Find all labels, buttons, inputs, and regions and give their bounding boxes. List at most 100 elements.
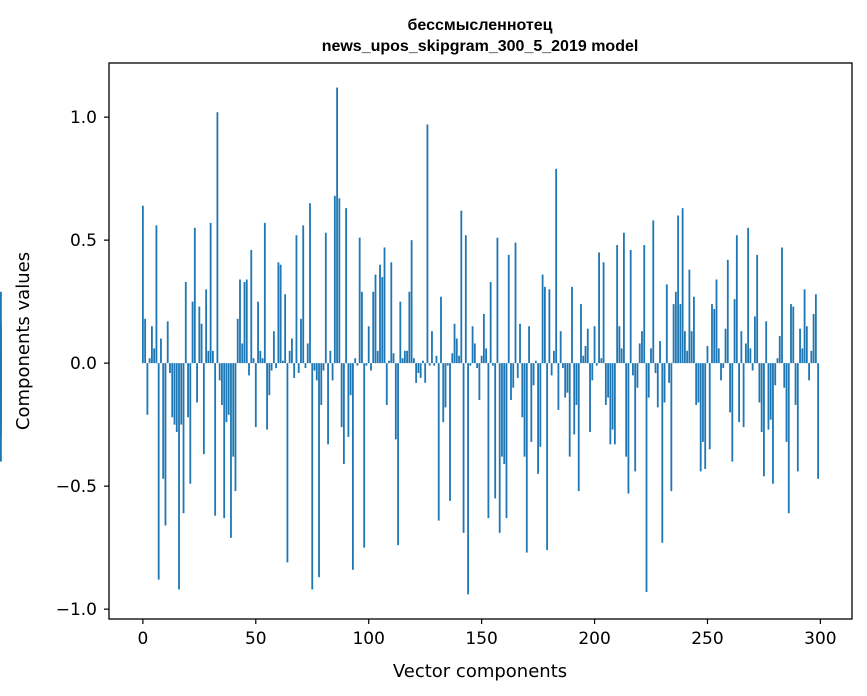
bar (442, 363, 445, 423)
bar (796, 363, 799, 472)
bar (173, 363, 176, 425)
bar (487, 363, 490, 519)
bar (650, 348, 652, 364)
bar (769, 363, 772, 420)
bar (783, 363, 786, 388)
bar (645, 363, 648, 592)
bar (580, 304, 582, 364)
bar (729, 363, 731, 413)
bar (322, 363, 325, 371)
bar (272, 331, 275, 364)
bar (505, 363, 508, 519)
bar (559, 331, 562, 364)
bar (532, 363, 535, 386)
bar (239, 279, 241, 364)
bar (141, 205, 144, 364)
plot-frame (108, 62, 853, 620)
chart-title-line-1: бессмысленнотец (408, 17, 553, 34)
x-tick-label: 0 (137, 629, 148, 649)
bar (512, 363, 515, 388)
x-tick-label: 300 (804, 629, 836, 649)
bar (388, 360, 390, 364)
bar (372, 291, 375, 364)
bar (530, 363, 533, 442)
bar (647, 363, 650, 398)
bar (318, 363, 320, 578)
bar (625, 363, 628, 457)
bar (476, 363, 479, 369)
bar (568, 363, 571, 457)
bar (401, 358, 404, 364)
bar (144, 318, 147, 364)
bar (616, 245, 619, 364)
bar (329, 350, 332, 364)
bar (331, 363, 334, 381)
bar (460, 210, 463, 364)
bar (437, 363, 440, 521)
bar (774, 363, 777, 386)
bar (765, 321, 768, 364)
bar (230, 363, 232, 538)
bar (426, 124, 429, 364)
bar (744, 343, 747, 364)
bar (408, 291, 411, 364)
bar (302, 225, 305, 364)
bar (288, 350, 291, 364)
bar (659, 341, 661, 364)
bar (446, 363, 449, 366)
bar (627, 363, 630, 494)
bar (309, 203, 311, 364)
bar (557, 363, 560, 410)
bar (175, 363, 178, 433)
bar (717, 348, 720, 364)
bar (785, 363, 788, 442)
bar (146, 363, 149, 415)
bar (562, 363, 564, 369)
bar (492, 363, 494, 366)
bar (187, 363, 189, 418)
bar (458, 355, 460, 364)
bar (772, 363, 774, 484)
bar (412, 358, 415, 364)
x-tick-label: 150 (465, 629, 497, 649)
bar (525, 363, 528, 553)
bar (593, 326, 596, 364)
bar (315, 363, 318, 381)
bar (704, 363, 707, 469)
bar (311, 363, 314, 590)
bar (534, 360, 537, 364)
bar (751, 363, 754, 371)
x-tick-label: 50 (245, 629, 267, 649)
bar (672, 304, 675, 364)
bar (257, 301, 259, 364)
bar (162, 363, 165, 479)
bar (713, 309, 716, 364)
bar (591, 363, 594, 381)
bar (661, 363, 664, 543)
x-tick-label: 250 (691, 629, 723, 649)
bar (494, 363, 497, 499)
bar (604, 363, 607, 405)
bar (555, 168, 558, 364)
bar (270, 363, 273, 371)
bar (392, 353, 395, 364)
bar (537, 363, 539, 474)
bar (781, 247, 783, 364)
bar (577, 363, 580, 492)
bar (602, 262, 605, 364)
bar (507, 254, 510, 364)
bar (699, 363, 702, 472)
bar (749, 348, 752, 364)
bar (419, 363, 422, 378)
bar (243, 281, 246, 364)
bar (277, 262, 280, 364)
bar (731, 363, 734, 462)
bar (284, 294, 287, 364)
bar (814, 294, 817, 364)
bar (735, 235, 738, 364)
y-tick-label: −0.5 (56, 477, 97, 497)
bar (805, 326, 808, 364)
bar (207, 350, 210, 364)
bar (462, 363, 465, 533)
